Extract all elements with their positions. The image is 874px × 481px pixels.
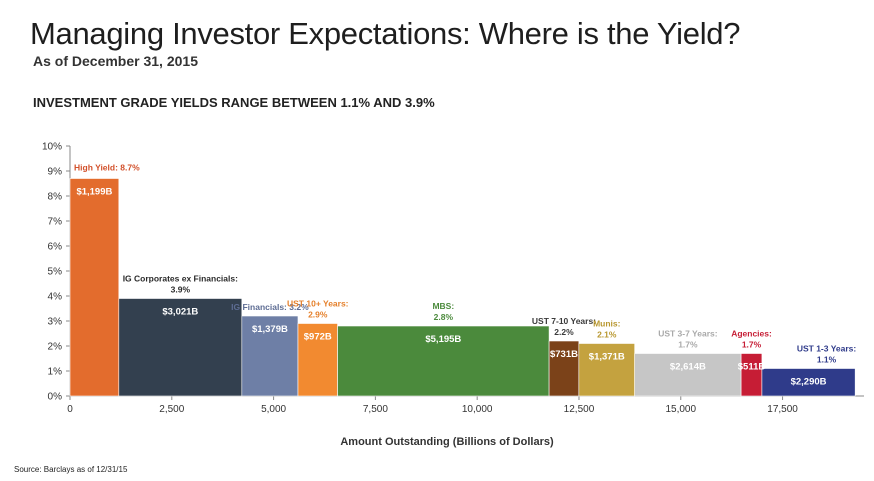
bar-category-label: Munis: xyxy=(593,319,621,329)
source-note: Source: Barclays as of 12/31/15 xyxy=(14,465,128,474)
bar xyxy=(297,323,338,397)
bar-category-label: MBS: xyxy=(432,301,454,311)
bar-category-label: 3.9% xyxy=(171,285,191,295)
bar-category-label: UST 1-3 Years: xyxy=(797,344,857,354)
bar-category-label: UST 7-10 Years: xyxy=(532,316,596,326)
bar-value-label: $972B xyxy=(304,332,332,343)
bar xyxy=(337,325,550,397)
bar xyxy=(578,343,635,397)
bar-value-label: $1,379B xyxy=(252,324,288,335)
y-tick-label: 6% xyxy=(48,242,63,253)
y-tick-label: 2% xyxy=(48,342,63,353)
y-tick-label: 3% xyxy=(48,317,63,328)
x-tick-label: 5,000 xyxy=(261,404,286,415)
bar-category-label: 2.1% xyxy=(597,330,617,340)
y-tick-label: 0% xyxy=(48,392,63,403)
x-tick-label: 2,500 xyxy=(159,404,184,415)
bar-category-label: 2.9% xyxy=(308,310,328,320)
bar-category-label: 2.2% xyxy=(554,327,574,337)
bar-category-label: 2.8% xyxy=(434,312,454,322)
bar xyxy=(69,178,120,397)
bar-category-label: IG Financials: 3.2% xyxy=(231,302,309,312)
x-tick-label: 17,500 xyxy=(767,404,798,415)
bar-category-label: UST 10+ Years: xyxy=(287,299,349,309)
y-tick-label: 7% xyxy=(48,217,63,228)
bar xyxy=(740,353,763,397)
bar-category-label: 1.7% xyxy=(742,340,762,350)
x-tick-label: 10,000 xyxy=(462,404,493,415)
bar-value-label: $511B xyxy=(738,362,766,373)
bar xyxy=(761,368,856,397)
y-tick-label: 10% xyxy=(42,142,62,153)
bar-value-label: $731B xyxy=(550,349,578,360)
y-tick-label: 4% xyxy=(48,292,63,303)
bar-category-label: UST 3-7 Years: xyxy=(658,329,718,339)
bar-value-label: $3,021B xyxy=(162,307,198,318)
bar-category-label: 1.7% xyxy=(678,340,698,350)
y-tick-label: 1% xyxy=(48,367,63,378)
bar-category-label: Agencies: xyxy=(731,329,772,339)
bar-value-label: $2,614B xyxy=(670,362,706,373)
bar xyxy=(548,340,580,397)
x-tick-label: 15,000 xyxy=(665,404,696,415)
bar-category-label: 1.1% xyxy=(817,355,837,365)
y-tick-label: 5% xyxy=(48,267,63,278)
x-tick-label: 7,500 xyxy=(363,404,388,415)
bar-value-label: $1,371B xyxy=(589,352,625,363)
bar-value-label: $5,195B xyxy=(425,334,461,345)
chart-headline: INVESTMENT GRADE YIELDS RANGE BETWEEN 1.… xyxy=(33,95,435,110)
bar-value-label: $1,199B xyxy=(76,187,112,198)
x-axis-label: Amount Outstanding (Billions of Dollars) xyxy=(340,436,554,448)
x-tick-label: 12,500 xyxy=(564,404,595,415)
bar-category-label: High Yield: 8.7% xyxy=(74,163,140,173)
bar-value-label: $2,290B xyxy=(791,377,827,388)
bar xyxy=(118,298,243,397)
x-tick-label: 0 xyxy=(67,404,73,415)
y-tick-label: 8% xyxy=(48,192,63,203)
y-tick-label: 9% xyxy=(48,167,63,178)
page-title: Managing Investor Expectations: Where is… xyxy=(30,16,741,51)
bar xyxy=(634,353,742,397)
page-subtitle: As of December 31, 2015 xyxy=(33,53,198,69)
bar-category-label: IG Corporates ex Financials: xyxy=(123,274,238,284)
bar xyxy=(241,315,299,397)
